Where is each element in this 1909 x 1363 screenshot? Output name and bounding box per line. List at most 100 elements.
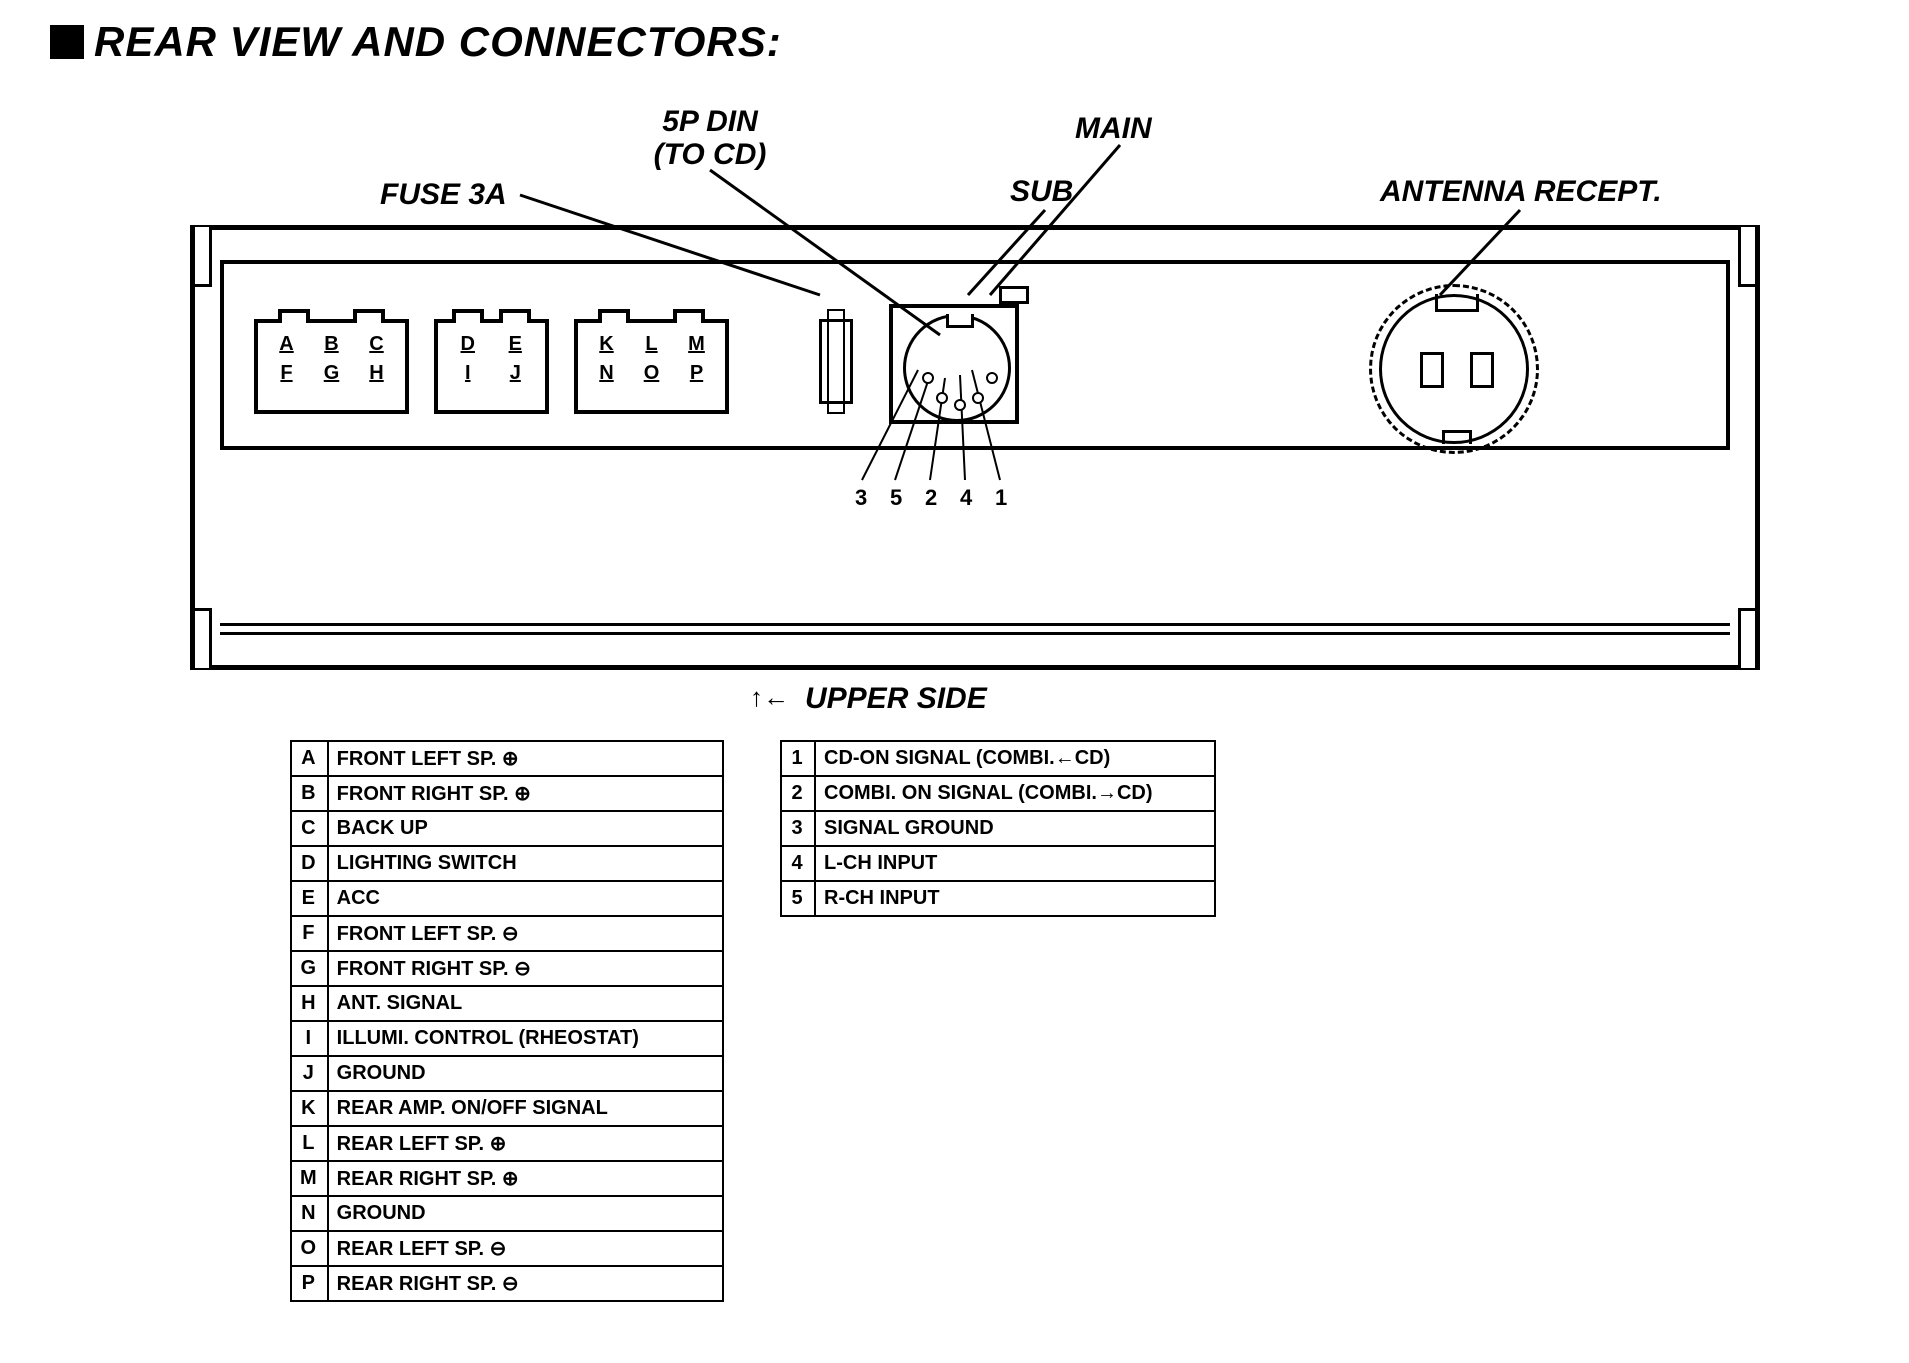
legend-left-key-P: P <box>291 1266 328 1301</box>
table-row: PREAR RIGHT SP. ⊖ <box>291 1266 723 1301</box>
table-row: LREAR LEFT SP. ⊕ <box>291 1126 723 1161</box>
connector-right-pins: K L M N O P <box>578 323 725 392</box>
din-connector <box>889 304 1019 424</box>
table-row: AFRONT LEFT SP. ⊕ <box>291 741 723 776</box>
din-pin-3 <box>922 372 934 384</box>
table-row: BFRONT RIGHT SP. ⊕ <box>291 776 723 811</box>
din-key <box>946 314 974 328</box>
legend-left-val-A: FRONT LEFT SP. ⊕ <box>328 741 723 776</box>
title-row: REAR VIEW AND CONNECTORS: <box>50 18 782 66</box>
antenna-slot-r <box>1470 352 1494 388</box>
pin-n: N <box>588 360 625 386</box>
legend-right-key-1: 1 <box>781 741 815 776</box>
table-row: IILLUMI. CONTROL (RHEOSTAT) <box>291 1021 723 1056</box>
din-circle <box>903 314 1011 422</box>
legend-right-val-1: CD-ON SIGNAL (COMBI.←CD) <box>815 741 1215 776</box>
legend-left-key-O: O <box>291 1231 328 1266</box>
legend-left-key-E: E <box>291 881 328 916</box>
legend-left-key-A: A <box>291 741 328 776</box>
antenna-slot-l <box>1420 352 1444 388</box>
table-row: KREAR AMP. ON/OFF SIGNAL <box>291 1091 723 1126</box>
pin-c: C <box>358 331 395 357</box>
callout-antenna: ANTENNA RECEPT. <box>1380 175 1662 208</box>
legend-left-key-N: N <box>291 1196 328 1231</box>
pin-h: H <box>358 360 395 386</box>
pin-j: J <box>496 360 536 386</box>
legend-left-val-D: LIGHTING SWITCH <box>328 846 723 881</box>
legend-left-key-F: F <box>291 916 328 951</box>
din-pin-2 <box>954 399 966 411</box>
chassis-notch-br <box>1738 608 1758 668</box>
table-row: OREAR LEFT SP. ⊖ <box>291 1231 723 1266</box>
table-row: HANT. SIGNAL <box>291 986 723 1021</box>
pin-g: G <box>313 360 350 386</box>
legend-left-val-F: FRONT LEFT SP. ⊖ <box>328 916 723 951</box>
chassis-notch-tl <box>192 227 212 287</box>
connector-left-pins: A B C F G H <box>258 323 405 392</box>
callout-din-line1: 5P DIN <box>662 105 758 138</box>
table-row: 1CD-ON SIGNAL (COMBI.←CD) <box>781 741 1215 776</box>
table-row: FFRONT LEFT SP. ⊖ <box>291 916 723 951</box>
legend-right-val-2: COMBI. ON SIGNAL (COMBI.→CD) <box>815 776 1215 811</box>
legend-left-val-M: REAR RIGHT SP. ⊕ <box>328 1161 723 1196</box>
legend-left-val-E: ACC <box>328 881 723 916</box>
legend-right-val-4: L-CH INPUT <box>815 846 1215 881</box>
legend-table-right: 1CD-ON SIGNAL (COMBI.←CD)2COMBI. ON SIGN… <box>780 740 1216 917</box>
antenna-receptacle <box>1379 294 1529 444</box>
table-row: EACC <box>291 881 723 916</box>
legend-right-key-3: 3 <box>781 811 815 846</box>
pin-d: D <box>448 331 488 357</box>
pin-o: O <box>633 360 670 386</box>
pin-b: B <box>313 331 350 357</box>
din-num-3: 3 <box>855 485 867 511</box>
pin-f: F <box>268 360 305 386</box>
legend-left-key-B: B <box>291 776 328 811</box>
connector-mid-tab1 <box>452 309 484 323</box>
pin-e: E <box>496 331 536 357</box>
legend-left-val-N: GROUND <box>328 1196 723 1231</box>
fuse-inner <box>827 309 845 414</box>
pin-k: K <box>588 331 625 357</box>
table-row: 3SIGNAL GROUND <box>781 811 1215 846</box>
main-connector <box>999 286 1029 304</box>
connector-right: K L M N O P <box>574 319 729 414</box>
legend-left-key-I: I <box>291 1021 328 1056</box>
legend-left-val-K: REAR AMP. ON/OFF SIGNAL <box>328 1091 723 1126</box>
connector-right-tab1 <box>598 309 630 323</box>
connector-mid: D E I J <box>434 319 549 414</box>
antenna-key <box>1435 294 1479 312</box>
din-num-2: 2 <box>925 485 937 511</box>
table-row: GFRONT RIGHT SP. ⊖ <box>291 951 723 986</box>
din-num-1: 1 <box>995 485 1007 511</box>
title-bullet-icon <box>50 25 84 59</box>
connector-bay: A B C F G H D E I J K L <box>220 260 1730 450</box>
legend-left-key-G: G <box>291 951 328 986</box>
din-pin-4 <box>972 392 984 404</box>
legend-left-val-B: FRONT RIGHT SP. ⊕ <box>328 776 723 811</box>
chassis-notch-bl <box>192 608 212 668</box>
legend-left-key-H: H <box>291 986 328 1021</box>
chassis-outline: A B C F G H D E I J K L <box>190 225 1760 670</box>
legend-left-key-M: M <box>291 1161 328 1196</box>
legend-left-key-D: D <box>291 846 328 881</box>
legend-left-val-L: REAR LEFT SP. ⊕ <box>328 1126 723 1161</box>
legend-left-val-H: ANT. SIGNAL <box>328 986 723 1021</box>
table-row: 4L-CH INPUT <box>781 846 1215 881</box>
connector-right-tab2 <box>673 309 705 323</box>
pin-m: M <box>678 331 715 357</box>
table-row: JGROUND <box>291 1056 723 1091</box>
callout-din: 5P DIN (TO CD) <box>620 105 800 171</box>
din-num-5: 5 <box>890 485 902 511</box>
din-num-4: 4 <box>960 485 972 511</box>
table-row: DLIGHTING SWITCH <box>291 846 723 881</box>
connector-mid-pins: D E I J <box>438 323 545 392</box>
table-row: MREAR RIGHT SP. ⊕ <box>291 1161 723 1196</box>
callout-fuse: FUSE 3A <box>380 178 507 211</box>
page-title: REAR VIEW AND CONNECTORS: <box>94 18 782 66</box>
legend-right-key-2: 2 <box>781 776 815 811</box>
pin-l: L <box>633 331 670 357</box>
pin-a: A <box>268 331 305 357</box>
upper-side-arrow-icon: ↑← <box>750 682 789 713</box>
connector-mid-tab2 <box>499 309 531 323</box>
din-pin-5 <box>936 392 948 404</box>
